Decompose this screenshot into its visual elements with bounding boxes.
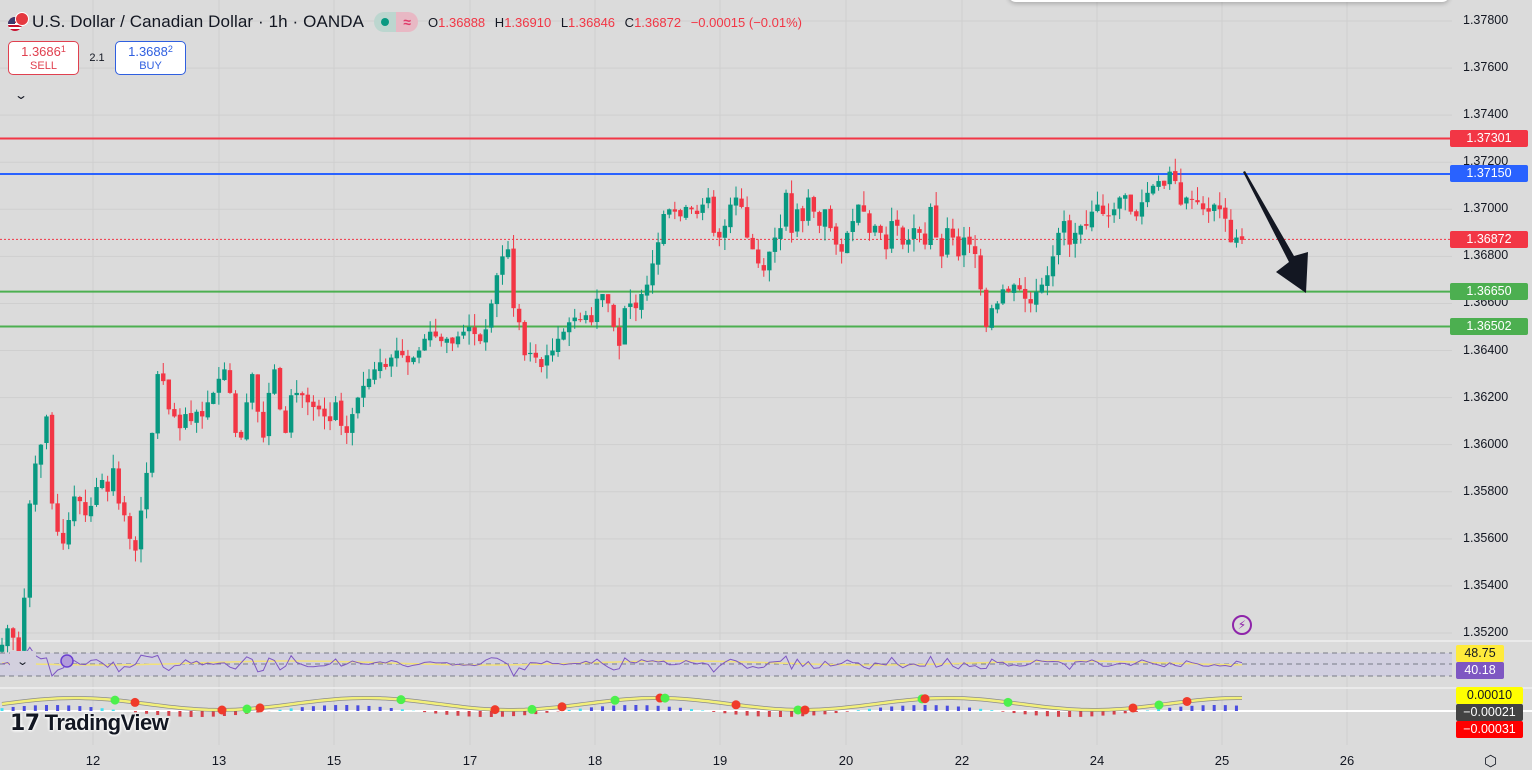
price-tick: 1.35200 [1463,625,1508,639]
status-pill[interactable]: ≈ [374,12,418,32]
price-level-label: 1.36872 [1450,231,1528,248]
price-tick: 1.37600 [1463,60,1508,74]
buy-button[interactable]: 1.36882 BUY [115,41,186,75]
settings-hex-icon[interactable]: ⬡ [1484,752,1497,770]
open-value: 1.36888 [438,15,485,30]
price-tick: 1.36200 [1463,390,1508,404]
high-value: 1.36910 [504,15,551,30]
usd-cad-flag-icon [8,12,28,32]
price-tick: 1.35600 [1463,531,1508,545]
time-tick: 22 [955,753,969,768]
time-tick: 26 [1340,753,1354,768]
close-value: 1.36872 [634,15,681,30]
price-tick: 1.37400 [1463,107,1508,121]
price-tick: 1.36800 [1463,248,1508,262]
low-value: 1.36846 [568,15,615,30]
ohlc-values: O1.36888 H1.36910 L1.36846 C1.36872 −0.0… [428,15,808,30]
macd-value-label: −0.00031 [1456,721,1523,738]
spread-value: 2.1 [79,52,115,64]
rsi-value-label: 40.18 [1456,662,1504,679]
symbol-title[interactable]: U.S. Dollar / Canadian Dollar · 1h · OAN… [32,12,364,32]
market-open-dot-icon [374,12,396,32]
macd-value-label: 0.00010 [1456,687,1523,704]
time-tick: 15 [327,753,341,768]
price-level-label: 1.36650 [1450,283,1528,300]
time-tick: 18 [588,753,602,768]
rsi-value-label: 48.75 [1456,645,1504,662]
rsi-collapse-chevron-down-icon[interactable]: ⌄ [10,651,36,671]
price-level-label: 1.36502 [1450,318,1528,335]
trade-buttons: 1.36861 SELL 2.1 1.36882 BUY [8,41,186,75]
tradingview-logo[interactable]: 𝟭𝟳 TradingView [10,710,168,736]
lightning-icon[interactable]: ⚡ [1232,615,1252,635]
time-tick: 17 [463,753,477,768]
time-tick: 20 [839,753,853,768]
price-level-label: 1.37150 [1450,165,1528,182]
time-tick: 25 [1215,753,1229,768]
price-tick: 1.37800 [1463,13,1508,27]
price-level-label: 1.37301 [1450,130,1528,147]
price-tick: 1.35800 [1463,484,1508,498]
macd-value-label: −0.00021 [1456,704,1523,721]
symbol-header: U.S. Dollar / Canadian Dollar · 1h · OAN… [8,12,808,32]
time-tick: 12 [86,753,100,768]
change-value: −0.00015 (−0.01%) [691,15,802,30]
delayed-wave-icon: ≈ [396,12,418,32]
price-tick: 1.35400 [1463,578,1508,592]
floating-toolbar-edge [1008,0,1450,2]
price-tick: 1.37000 [1463,201,1508,215]
time-tick: 19 [713,753,727,768]
collapse-legend-chevron-down-icon[interactable]: ⌄ [14,88,28,102]
price-tick: 1.36400 [1463,343,1508,357]
time-tick: 13 [212,753,226,768]
time-tick: 24 [1090,753,1104,768]
tradingview-mark-icon: 𝟭𝟳 [10,710,40,736]
sell-button[interactable]: 1.36861 SELL [8,41,79,75]
price-tick: 1.36000 [1463,437,1508,451]
